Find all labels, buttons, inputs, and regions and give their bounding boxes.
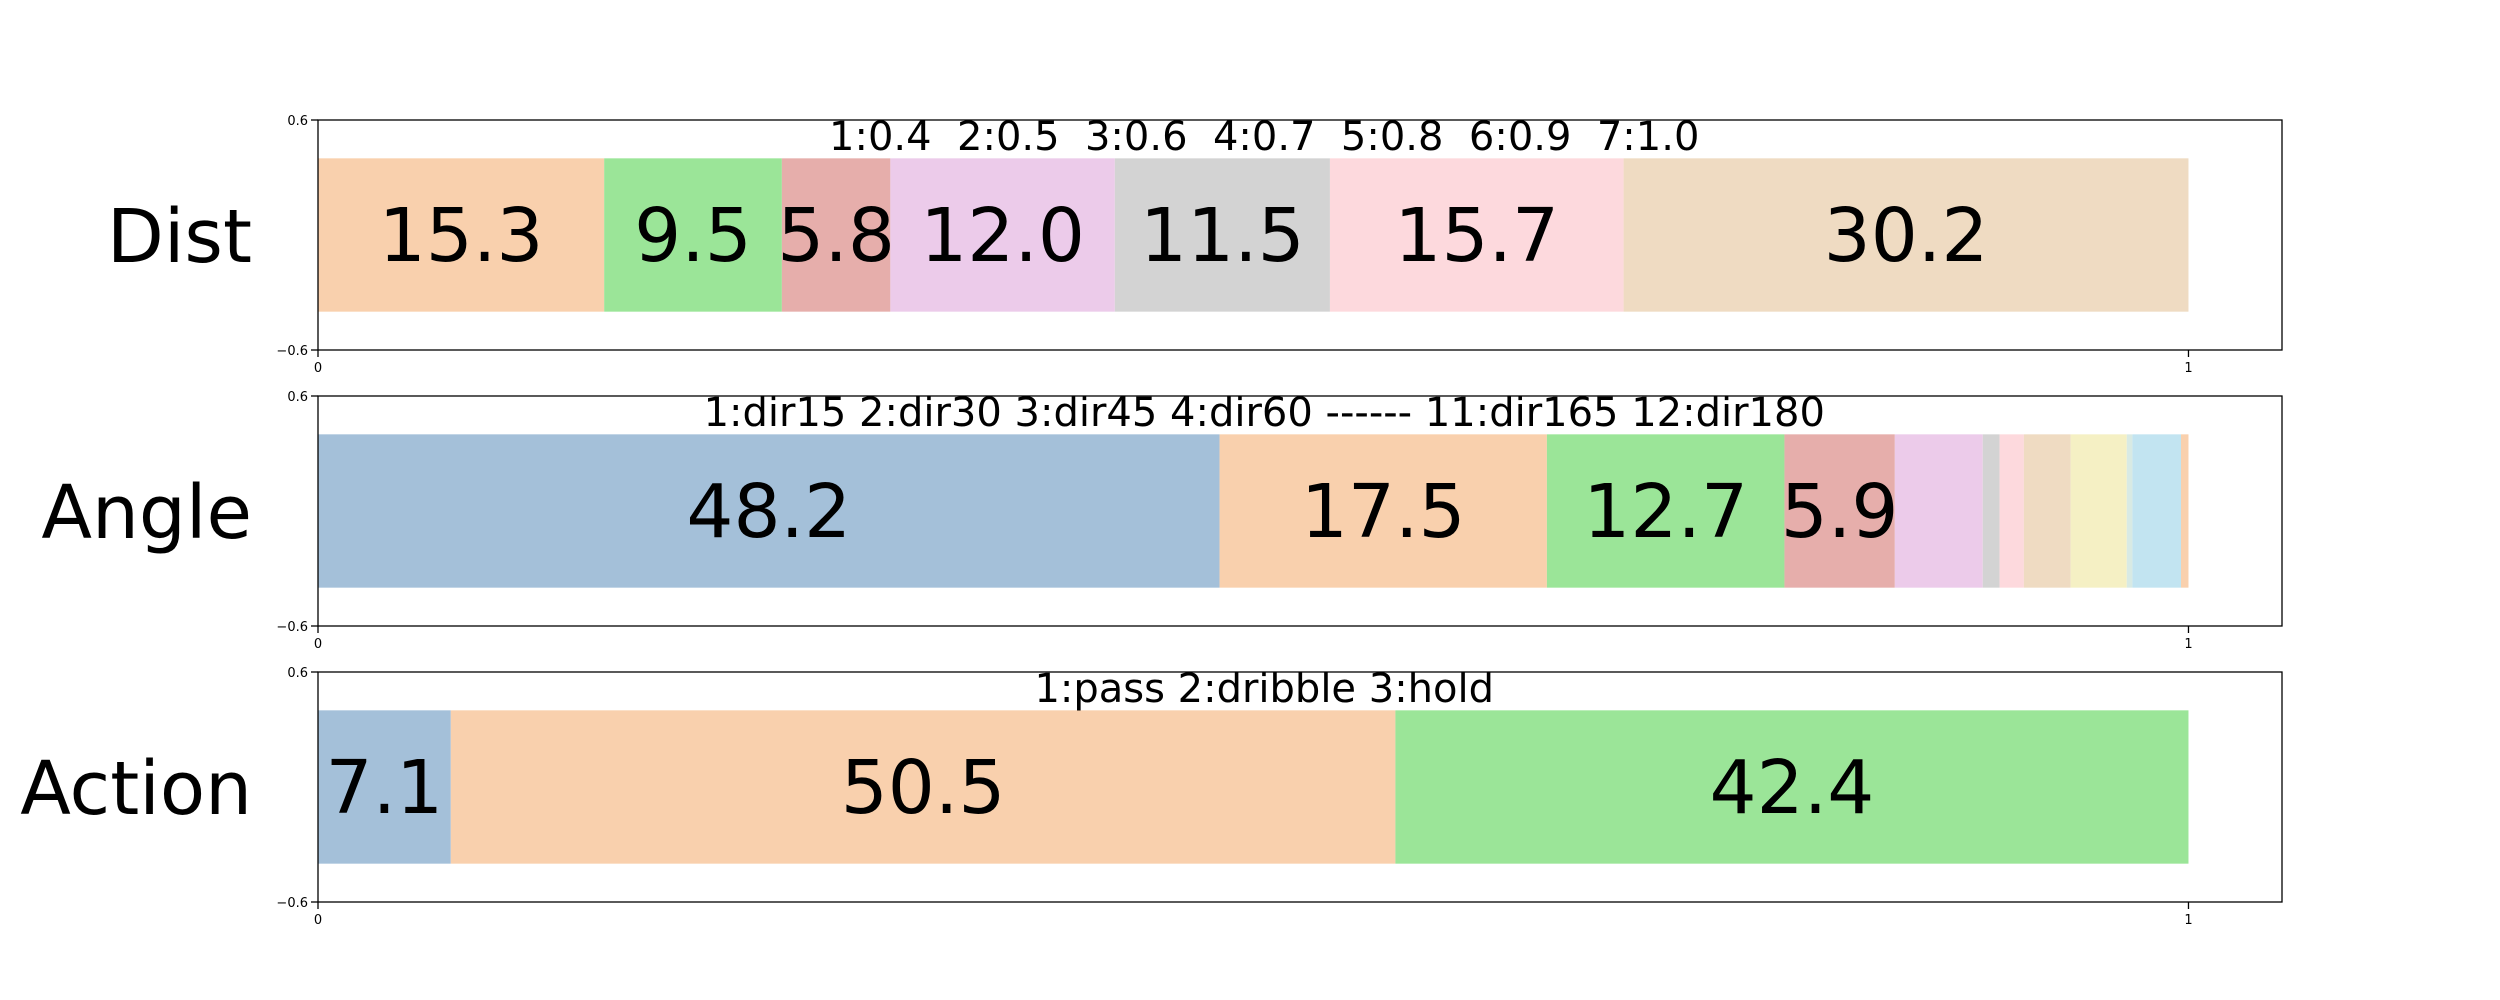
bar-segment [1999,434,2024,588]
legend-caption: 1:0.4 2:0.5 3:0.6 4:0.7 5:0.8 6:0.9 7:1.… [829,114,1699,160]
segment-value-label: 12.0 [920,193,1085,279]
bar-segment [2126,434,2133,588]
y-tick-label: 0.6 [287,114,308,129]
bar-segment [1395,710,2189,864]
row-label: Action [20,746,252,832]
bar-segment [1623,158,2189,312]
bar-segment [1329,158,1624,312]
x-tick-label: 0 [314,361,322,376]
panel-dist: 15.3 9.5 5.8 12.0 11.5 15.7 30.2 0.6 −0.6 0 1 Dist 1… [107,114,2283,376]
x-tick-label: 0 [314,637,322,652]
segment-value-label: 48.2 [686,469,851,555]
bar-segment [604,158,782,312]
legend-caption: 1:dir15 2:dir30 3:dir45 4:dir60 ------ 1… [704,390,1825,436]
bar-segment [1982,434,2000,588]
segment-value-label: 5.9 [1781,469,1899,555]
y-tick-label: 0.6 [287,666,308,681]
bar-segment [318,158,605,312]
segment-value-label: 17.5 [1301,469,1466,555]
y-tick-label: −0.6 [276,896,308,911]
bar-segment [1546,434,1785,588]
x-tick-label: 0 [314,913,322,928]
bar-segment [318,710,451,864]
row-label: Angle [41,470,252,556]
segment-value-label: 12.7 [1583,469,1748,555]
bar-segment [1784,434,1895,588]
bar-segment [1114,158,1330,312]
axes-frame [317,395,2283,627]
bar-segment [2132,434,2181,588]
bar-segment [2023,434,2071,588]
panel-action: 7.1 50.5 42.4 0.6 −0.6 0 1 Action 1:pass 2:dribb… [20,666,2283,928]
bar-segment [2070,434,2127,588]
bar-segment [890,158,1115,312]
x-tick-label: 1 [2184,913,2192,928]
bar-segment [1219,434,1547,588]
segment-value-label: 5.8 [777,193,895,279]
bar-segment [2180,434,2189,588]
row-label: Dist [107,194,252,280]
panel-angle: 48.2 17.5 12.7 5.9 0.6 −0.6 0 1 Angle 1:dir15 2:d… [41,390,2283,652]
segment-value-label: 7.1 [326,745,444,831]
x-tick-label: 1 [2184,361,2192,376]
segment-value-label: 15.7 [1394,193,1559,279]
segment-value-label: 30.2 [1824,193,1989,279]
bar-segment [318,434,1220,588]
segment-value-label: 15.3 [379,193,544,279]
bar-segment [1894,434,1983,588]
segment-value-label: 42.4 [1710,745,1875,831]
segment-value-label: 11.5 [1140,193,1305,279]
bar-segment [450,710,1396,864]
legend-caption: 1:pass 2:dribble 3:hold [1034,666,1494,712]
segment-value-label: 9.5 [634,193,752,279]
axes-frame [317,119,2283,351]
segment-value-label: 50.5 [841,745,1006,831]
bar-segment [781,158,891,312]
axes-frame [317,671,2283,903]
y-tick-label: 0.6 [287,390,308,405]
y-tick-label: −0.6 [276,344,308,359]
x-tick-label: 1 [2184,637,2192,652]
y-tick-label: −0.6 [276,620,308,635]
